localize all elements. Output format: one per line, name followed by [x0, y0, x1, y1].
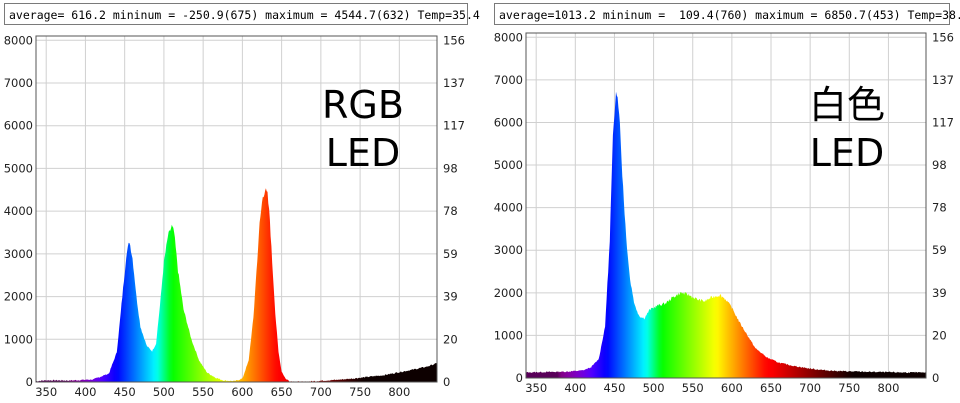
y-tick-label-right: 39 — [443, 290, 458, 304]
x-tick-label: 500 — [643, 381, 665, 395]
y-tick-label-left: 8000 — [494, 30, 523, 44]
x-tick-label: 750 — [349, 385, 371, 399]
y-tick-label-right: 98 — [443, 161, 458, 175]
y-tick-label-right: 156 — [932, 30, 954, 44]
x-tick-label: 700 — [310, 385, 332, 399]
stats-bar: average= 616.2 mininum = -250.9(675) max… — [4, 3, 480, 25]
y-tick-label-left: 7000 — [494, 73, 523, 87]
y-tick-label-left: 1000 — [494, 328, 523, 342]
plot-frame — [525, 32, 927, 379]
y-tick-label-right: 59 — [932, 243, 947, 257]
y-tick-label-right: 20 — [932, 328, 947, 342]
series-label: LED — [326, 131, 400, 175]
y-tick-label-right: 20 — [443, 332, 458, 346]
y-tick-label-right: 59 — [443, 247, 458, 261]
spectrum-area — [526, 91, 926, 379]
y-tick-label-left: 2000 — [494, 286, 523, 300]
y-tick-label-right: 39 — [932, 286, 947, 300]
spectrum-chart-white: 350 400 450 500 550 600 650 700 750 8000100020003… — [494, 30, 954, 395]
y-tick-label-left: 0 — [516, 371, 523, 385]
y-tick-label-left: 6000 — [4, 119, 33, 133]
y-tick-label-left: 2000 — [4, 290, 33, 304]
spectrum-chart-rgb: 350 400 450 500 550 600 650 700 750 8000100020003… — [4, 33, 465, 399]
x-tick-label: 700 — [799, 381, 821, 395]
x-tick-label: 550 — [192, 385, 214, 399]
y-tick-label-left: 6000 — [494, 115, 523, 129]
x-tick-label: 650 — [271, 385, 293, 399]
y-tick-label-right: 0 — [443, 375, 450, 389]
x-tick-label: 450 — [114, 385, 136, 399]
series-label: 白色 — [809, 83, 885, 127]
y-tick-label-left: 3000 — [4, 247, 33, 261]
y-tick-label-left: 5000 — [494, 158, 523, 172]
y-tick-label-left: 1000 — [4, 332, 33, 346]
x-tick-label: 400 — [564, 381, 586, 395]
y-tick-label-right: 117 — [443, 119, 465, 133]
series-label: RGB — [322, 83, 404, 127]
x-tick-label: 800 — [388, 385, 410, 399]
x-tick-label: 500 — [153, 385, 175, 399]
y-tick-label-right: 0 — [932, 371, 939, 385]
y-tick-label-left: 4000 — [494, 201, 523, 215]
x-tick-label: 800 — [877, 381, 899, 395]
rgb-led-panel: average= 616.2 mininum = -250.9(675) max… — [0, 0, 480, 403]
y-tick-label-left: 3000 — [494, 243, 523, 257]
y-tick-label-right: 137 — [932, 73, 954, 87]
white-led-panel: average=1013.2 mininum = 109.4(760) maxi… — [490, 0, 960, 403]
plot-area — [36, 36, 437, 382]
x-tick-label: 600 — [231, 385, 253, 399]
x-tick-label: 650 — [760, 381, 782, 395]
y-tick-label-left: 0 — [26, 375, 33, 389]
x-tick-label: 350 — [35, 385, 57, 399]
y-tick-label-right: 156 — [443, 33, 465, 47]
series-label: LED — [810, 131, 884, 175]
y-tick-label-right: 98 — [932, 158, 947, 172]
x-tick-label: 550 — [682, 381, 704, 395]
y-tick-label-right: 137 — [443, 76, 465, 90]
x-tick-label: 750 — [838, 381, 860, 395]
y-tick-label-left: 8000 — [4, 33, 33, 47]
y-tick-label-right: 117 — [932, 115, 954, 129]
x-tick-label: 350 — [525, 381, 547, 395]
plot-frame — [35, 35, 438, 383]
spectrum-area — [36, 188, 437, 382]
stats-bar: average=1013.2 mininum = 109.4(760) maxi… — [494, 3, 960, 25]
y-tick-label-right: 78 — [443, 204, 458, 218]
y-tick-label-right: 78 — [932, 201, 947, 215]
y-tick-label-left: 7000 — [4, 76, 33, 90]
x-tick-label: 600 — [721, 381, 743, 395]
x-tick-label: 450 — [603, 381, 625, 395]
y-tick-label-left: 4000 — [4, 204, 33, 218]
y-tick-label-left: 5000 — [4, 161, 33, 175]
x-tick-label: 400 — [74, 385, 96, 399]
